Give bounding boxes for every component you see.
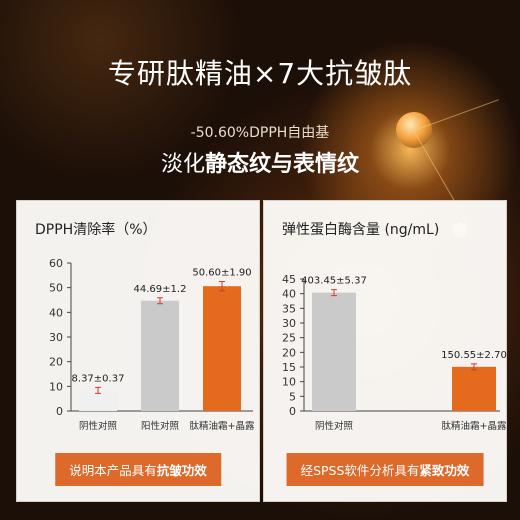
category-label: 肽精油霜+晶露 — [442, 420, 507, 432]
y-tick-label: 15 — [282, 361, 296, 374]
bar-3 — [203, 286, 241, 411]
conclusion-bold-text: 紧致功效 — [419, 463, 470, 478]
y-tick-label: 10 — [282, 376, 296, 389]
bar-2 — [452, 366, 496, 411]
y-tick-label: 20 — [282, 346, 296, 359]
category-label: 阴性对照 — [79, 420, 118, 432]
data-label: 50.60±1.90 — [192, 268, 251, 279]
y-tick-label: 20 — [49, 356, 63, 369]
conclusion-text: 说明本产品具有 — [69, 463, 157, 478]
category-label: 阴性对照 — [315, 420, 354, 432]
category-label: 肽精油霜+晶露 — [190, 420, 255, 432]
data-label: 8.37±0.37 — [72, 373, 125, 384]
y-tick-label: 50 — [49, 282, 63, 295]
conclusion-text: 经SPSS软件分析具有 — [300, 463, 420, 478]
data-label: 150.55±2.70 — [441, 350, 507, 361]
y-tick-label: 0 — [289, 405, 296, 418]
chart-title: 弹性蛋白酶含量 (ng/mL) — [282, 222, 440, 238]
page-subhead: 淡化静态纹与表情纹 — [0, 146, 520, 178]
data-label: 403.45±5.37 — [301, 276, 367, 287]
dpph-chart-panel: DPPH清除率（%） 0 10 20 30 40 50 60 8.37±0.37 阴性对照 44.… — [16, 200, 260, 502]
y-tick-label: 30 — [282, 317, 296, 330]
subhead-plain-text: 淡化 — [160, 152, 205, 177]
bar-2 — [141, 300, 179, 411]
y-tick-label: 25 — [282, 332, 296, 345]
bar-1 — [312, 292, 356, 411]
page-subtitle: -50.60%DPPH自由基 — [190, 125, 330, 141]
y-tick-label: 45 — [282, 273, 296, 286]
data-label: 44.69±1.2 — [134, 284, 187, 295]
y-tick-label: 40 — [282, 288, 296, 301]
bar-1 — [79, 390, 117, 411]
conclusion-badge: 经SPSS软件分析具有紧致功效 — [286, 453, 484, 486]
y-tick-label: 35 — [282, 302, 296, 315]
page-title: 专研肽精油×7大抗皱肽 — [107, 57, 413, 90]
y-tick-label: 60 — [49, 257, 63, 270]
conclusion-bold-text: 抗皱功效 — [156, 463, 207, 478]
y-tick-label: 5 — [289, 390, 296, 403]
y-tick-label: 40 — [49, 306, 63, 319]
y-tick-label: 30 — [49, 331, 63, 344]
subhead-bold-text: 静态纹与表情纹 — [205, 152, 360, 177]
y-tick-label: 10 — [49, 380, 63, 393]
conclusion-badge: 说明本产品具有抗皱功效 — [55, 453, 221, 486]
dpph-bar-chart: 0 10 20 30 40 50 60 8.37±0.37 阴性对照 44.69±1.2 阳性对照 5… — [49, 257, 255, 432]
chart-title: DPPH清除率（%） — [35, 222, 157, 238]
category-label: 阳性对照 — [141, 420, 180, 432]
y-tick-label: 0 — [56, 405, 63, 418]
elastase-chart-panel: 弹性蛋白酶含量 (ng/mL) 0 5 10 15 20 25 30 35 40 45 403.45… — [263, 200, 507, 502]
